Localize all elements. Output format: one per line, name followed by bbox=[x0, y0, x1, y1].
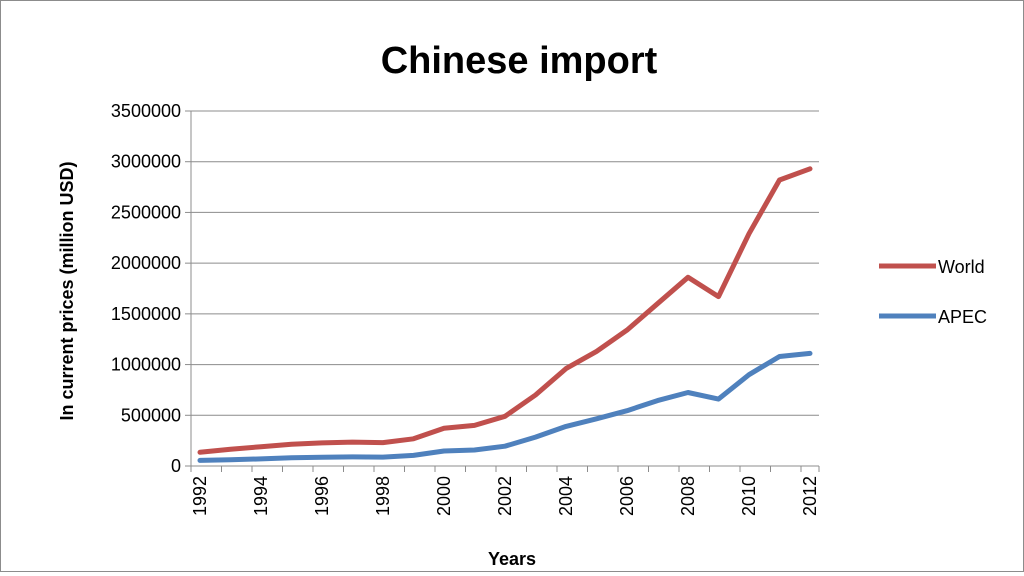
x-tick-label: 1996 bbox=[312, 476, 332, 516]
x-tick-label: 2012 bbox=[800, 476, 820, 516]
y-axis-label: In current prices (million USD) bbox=[57, 161, 77, 420]
legend-label-apec: APEC bbox=[938, 307, 987, 327]
y-tick-label: 0 bbox=[171, 456, 181, 476]
chart-title: Chinese import bbox=[381, 40, 658, 82]
series-lines bbox=[197, 166, 813, 463]
x-tick-label: 1992 bbox=[190, 476, 210, 516]
y-tick-label: 2500000 bbox=[111, 202, 181, 222]
axes bbox=[190, 111, 819, 467]
series-line-apec bbox=[197, 350, 813, 463]
x-tick-label: 2010 bbox=[739, 476, 759, 516]
x-tick-label: 2004 bbox=[556, 476, 576, 516]
legend-label-world: World bbox=[938, 257, 985, 277]
y-tick-label: 500000 bbox=[121, 405, 181, 425]
y-tick-label: 3000000 bbox=[111, 152, 181, 172]
x-axis-label: Years bbox=[488, 549, 536, 569]
x-tick-label: 2006 bbox=[617, 476, 637, 516]
y-tick-label: 3500000 bbox=[111, 101, 181, 121]
y-tick-label: 1000000 bbox=[111, 355, 181, 375]
legend: World APEC bbox=[879, 257, 987, 327]
x-tick-label: 2000 bbox=[434, 476, 454, 516]
x-tick-label: 2008 bbox=[678, 476, 698, 516]
y-tick-label: 2000000 bbox=[111, 253, 181, 273]
gridlines bbox=[191, 110, 819, 416]
x-axis-ticks: 1992 1994 1996 1998 2000 2002 2004 2006 2008 2010… bbox=[190, 466, 820, 516]
y-tick-label: 1500000 bbox=[111, 304, 181, 324]
x-tick-label: 1998 bbox=[373, 476, 393, 516]
series-line-world bbox=[197, 166, 813, 455]
x-tick-label: 2002 bbox=[495, 476, 515, 516]
y-axis-ticks: 0 500000 1000000 1500000 2000000 2500000 30000… bbox=[111, 101, 191, 476]
x-tick-label: 1994 bbox=[251, 476, 271, 516]
